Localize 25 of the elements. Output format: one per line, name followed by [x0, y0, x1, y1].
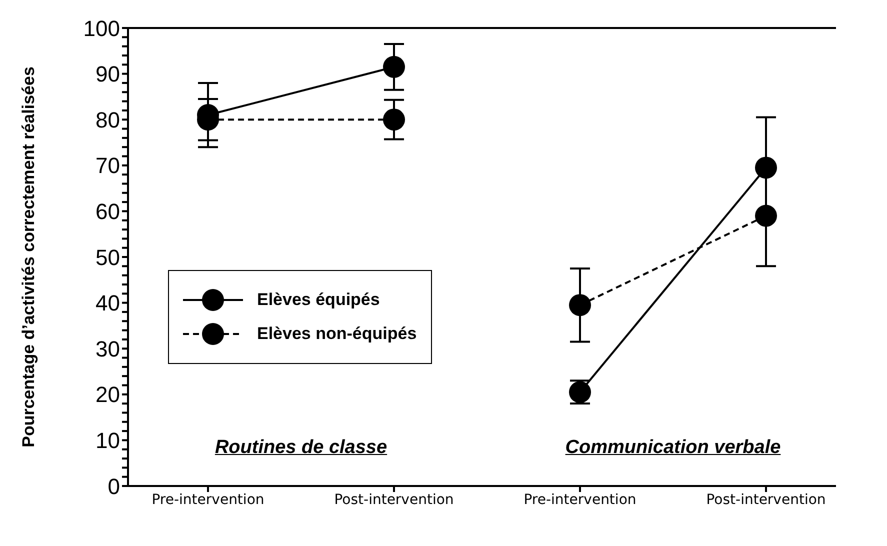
y-axis-title: Pourcentage d’activités correctement réalisées: [19, 66, 38, 448]
y-tick-label: 30: [96, 336, 120, 362]
y-tick-label: 40: [96, 290, 120, 316]
y-tick-label: 70: [96, 153, 120, 178]
x-tick-label: Post-intervention: [334, 492, 454, 508]
point: [755, 204, 777, 227]
y-tick-label: 100: [83, 16, 120, 41]
point: [383, 56, 405, 78]
point: [383, 108, 405, 131]
y-tick-label: 0: [108, 474, 120, 499]
x-tick-label: Pre-intervention: [524, 492, 636, 508]
legend-label: Elèves non-équipés: [257, 324, 417, 344]
y-tick-label: 10: [96, 428, 120, 454]
point: [569, 294, 591, 316]
x-tick-label: Post-intervention: [706, 492, 826, 508]
y-tick-label: 60: [96, 199, 120, 224]
legend-label: Elèves équipés: [257, 290, 380, 310]
x-tick-label: Pre-intervention: [152, 492, 264, 508]
y-tick-label: 20: [96, 382, 120, 408]
point: [755, 156, 777, 179]
y-tick-label: 80: [96, 107, 120, 132]
annotation: Communication verbale: [564, 437, 782, 460]
annotation: Routines de classe: [214, 437, 388, 460]
y-tick-label: 90: [96, 62, 120, 87]
y-tick-label: 50: [96, 244, 120, 270]
